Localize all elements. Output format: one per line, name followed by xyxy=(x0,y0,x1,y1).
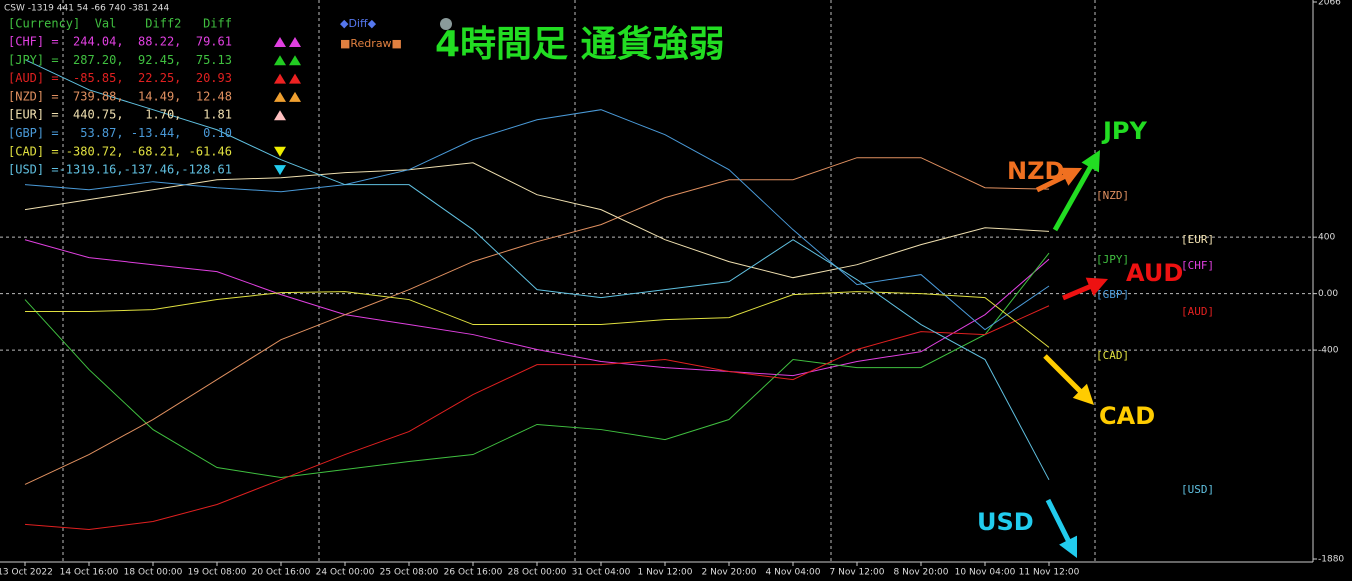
annotation-arrowhead xyxy=(1072,383,1094,405)
trend-icon xyxy=(274,73,286,84)
series-tag: [NZD] xyxy=(1096,189,1129,202)
table-row: [NZD] = 739.88, 14.49, 12.48 xyxy=(8,89,232,103)
y-tick-label: -400 xyxy=(1318,346,1339,356)
trend-icon xyxy=(289,73,301,84)
series-tag: [CAD] xyxy=(1096,349,1129,362)
annotation-arrowhead xyxy=(1081,150,1100,173)
trend-icon xyxy=(274,146,286,157)
series-line xyxy=(24,305,1050,531)
annotation-arrowhead xyxy=(1059,535,1077,558)
trend-icon xyxy=(274,37,286,47)
annotation: CAD xyxy=(1099,402,1155,430)
trend-icon xyxy=(289,37,301,47)
chart-title: 4時間足 通貨強弱 xyxy=(435,24,725,65)
trend-icon xyxy=(274,165,286,176)
series-line xyxy=(24,162,1050,279)
annotation-arrow xyxy=(1043,354,1086,397)
annotation-arrow xyxy=(1052,164,1094,232)
table-header: [Currency] Val Diff2 Diff xyxy=(8,17,232,31)
x-tick-label: 19 Oct 08:00 xyxy=(188,568,247,578)
table-row: [CAD] = -380.72, -68.21, -61.46 xyxy=(8,144,232,158)
x-tick-label: 14 Oct 16:00 xyxy=(60,568,119,578)
annotation: NZD xyxy=(1007,157,1064,185)
y-tick-label: 0.00 xyxy=(1318,289,1338,299)
annotation-arrow xyxy=(1045,498,1074,548)
table-row: [USD] =-1319.16,-137.46,-128.61 xyxy=(8,163,232,177)
x-tick-label: 18 Oct 00:00 xyxy=(124,568,183,578)
x-tick-label: 8 Nov 20:00 xyxy=(894,568,949,578)
x-tick-label: 4 Nov 04:00 xyxy=(766,568,821,578)
series-tag: [EUR] xyxy=(1181,233,1214,246)
series-line xyxy=(24,109,1050,331)
series-line xyxy=(25,291,1050,348)
annotation: JPY xyxy=(1101,117,1148,145)
x-tick-label: 25 Oct 08:00 xyxy=(380,568,439,578)
table-row: [CHF] = 244.04, 88.22, 79.61 xyxy=(8,35,232,49)
table-row: [JPY] = 287.20, 92.45, 75.13 xyxy=(8,53,232,67)
annotation-arrowhead xyxy=(1059,167,1082,186)
trend-icon xyxy=(289,91,301,102)
series-tag: [CHF] xyxy=(1181,259,1214,272)
y-tick-label: 2066 xyxy=(1318,0,1341,8)
annotation: USD xyxy=(977,508,1034,536)
status-dot xyxy=(440,18,452,30)
diff-button[interactable]: ◆Diff◆ xyxy=(340,17,377,30)
table-row: [EUR] = 440.75, 1.70, 1.81 xyxy=(8,108,232,122)
x-tick-label: 11 Nov 12:00 xyxy=(1019,568,1080,578)
series-tag: [GBP] xyxy=(1096,288,1129,301)
redraw-button[interactable]: ■Redraw■ xyxy=(340,37,402,50)
series-tag: [USD] xyxy=(1181,483,1214,496)
table-row: [GBP] = 53.87, -13.44, 0.10 xyxy=(8,126,232,140)
trend-icon xyxy=(289,55,301,66)
x-tick-label: 10 Nov 04:00 xyxy=(955,568,1016,578)
x-tick-label: 13 Oct 2022 xyxy=(0,568,53,578)
y-tick-label: 400 xyxy=(1318,233,1335,243)
series-line xyxy=(24,157,1050,485)
trend-icon xyxy=(274,55,286,66)
y-tick-label: -1880 xyxy=(1318,555,1344,565)
annotation-arrowhead xyxy=(1085,277,1108,296)
series-tag: [AUD] xyxy=(1181,305,1214,318)
x-tick-label: 31 Oct 04:00 xyxy=(572,568,631,578)
x-tick-label: 24 Oct 00:00 xyxy=(316,568,375,578)
x-tick-label: 28 Oct 00:00 xyxy=(508,568,567,578)
series-line xyxy=(24,252,1050,479)
x-tick-label: 7 Nov 12:00 xyxy=(830,568,885,578)
x-tick-label: 1 Nov 12:00 xyxy=(638,568,693,578)
day-separators xyxy=(62,0,1096,562)
series-line xyxy=(24,239,1050,377)
x-tick-label: 20 Oct 16:00 xyxy=(252,568,311,578)
annotation: AUD xyxy=(1126,259,1183,287)
trend-icon xyxy=(274,91,286,102)
x-tick-label: 26 Oct 16:00 xyxy=(444,568,503,578)
series-tag: [JPY] xyxy=(1096,253,1129,266)
series-line xyxy=(24,59,1050,481)
x-tick-label: 2 Nov 20:00 xyxy=(702,568,757,578)
trend-icon xyxy=(274,110,286,121)
table-row: [AUD] = -85.85, 22.25, 20.93 xyxy=(8,71,232,85)
header: CSW -1319 441 54 -66 740 -381 244 xyxy=(4,4,169,14)
